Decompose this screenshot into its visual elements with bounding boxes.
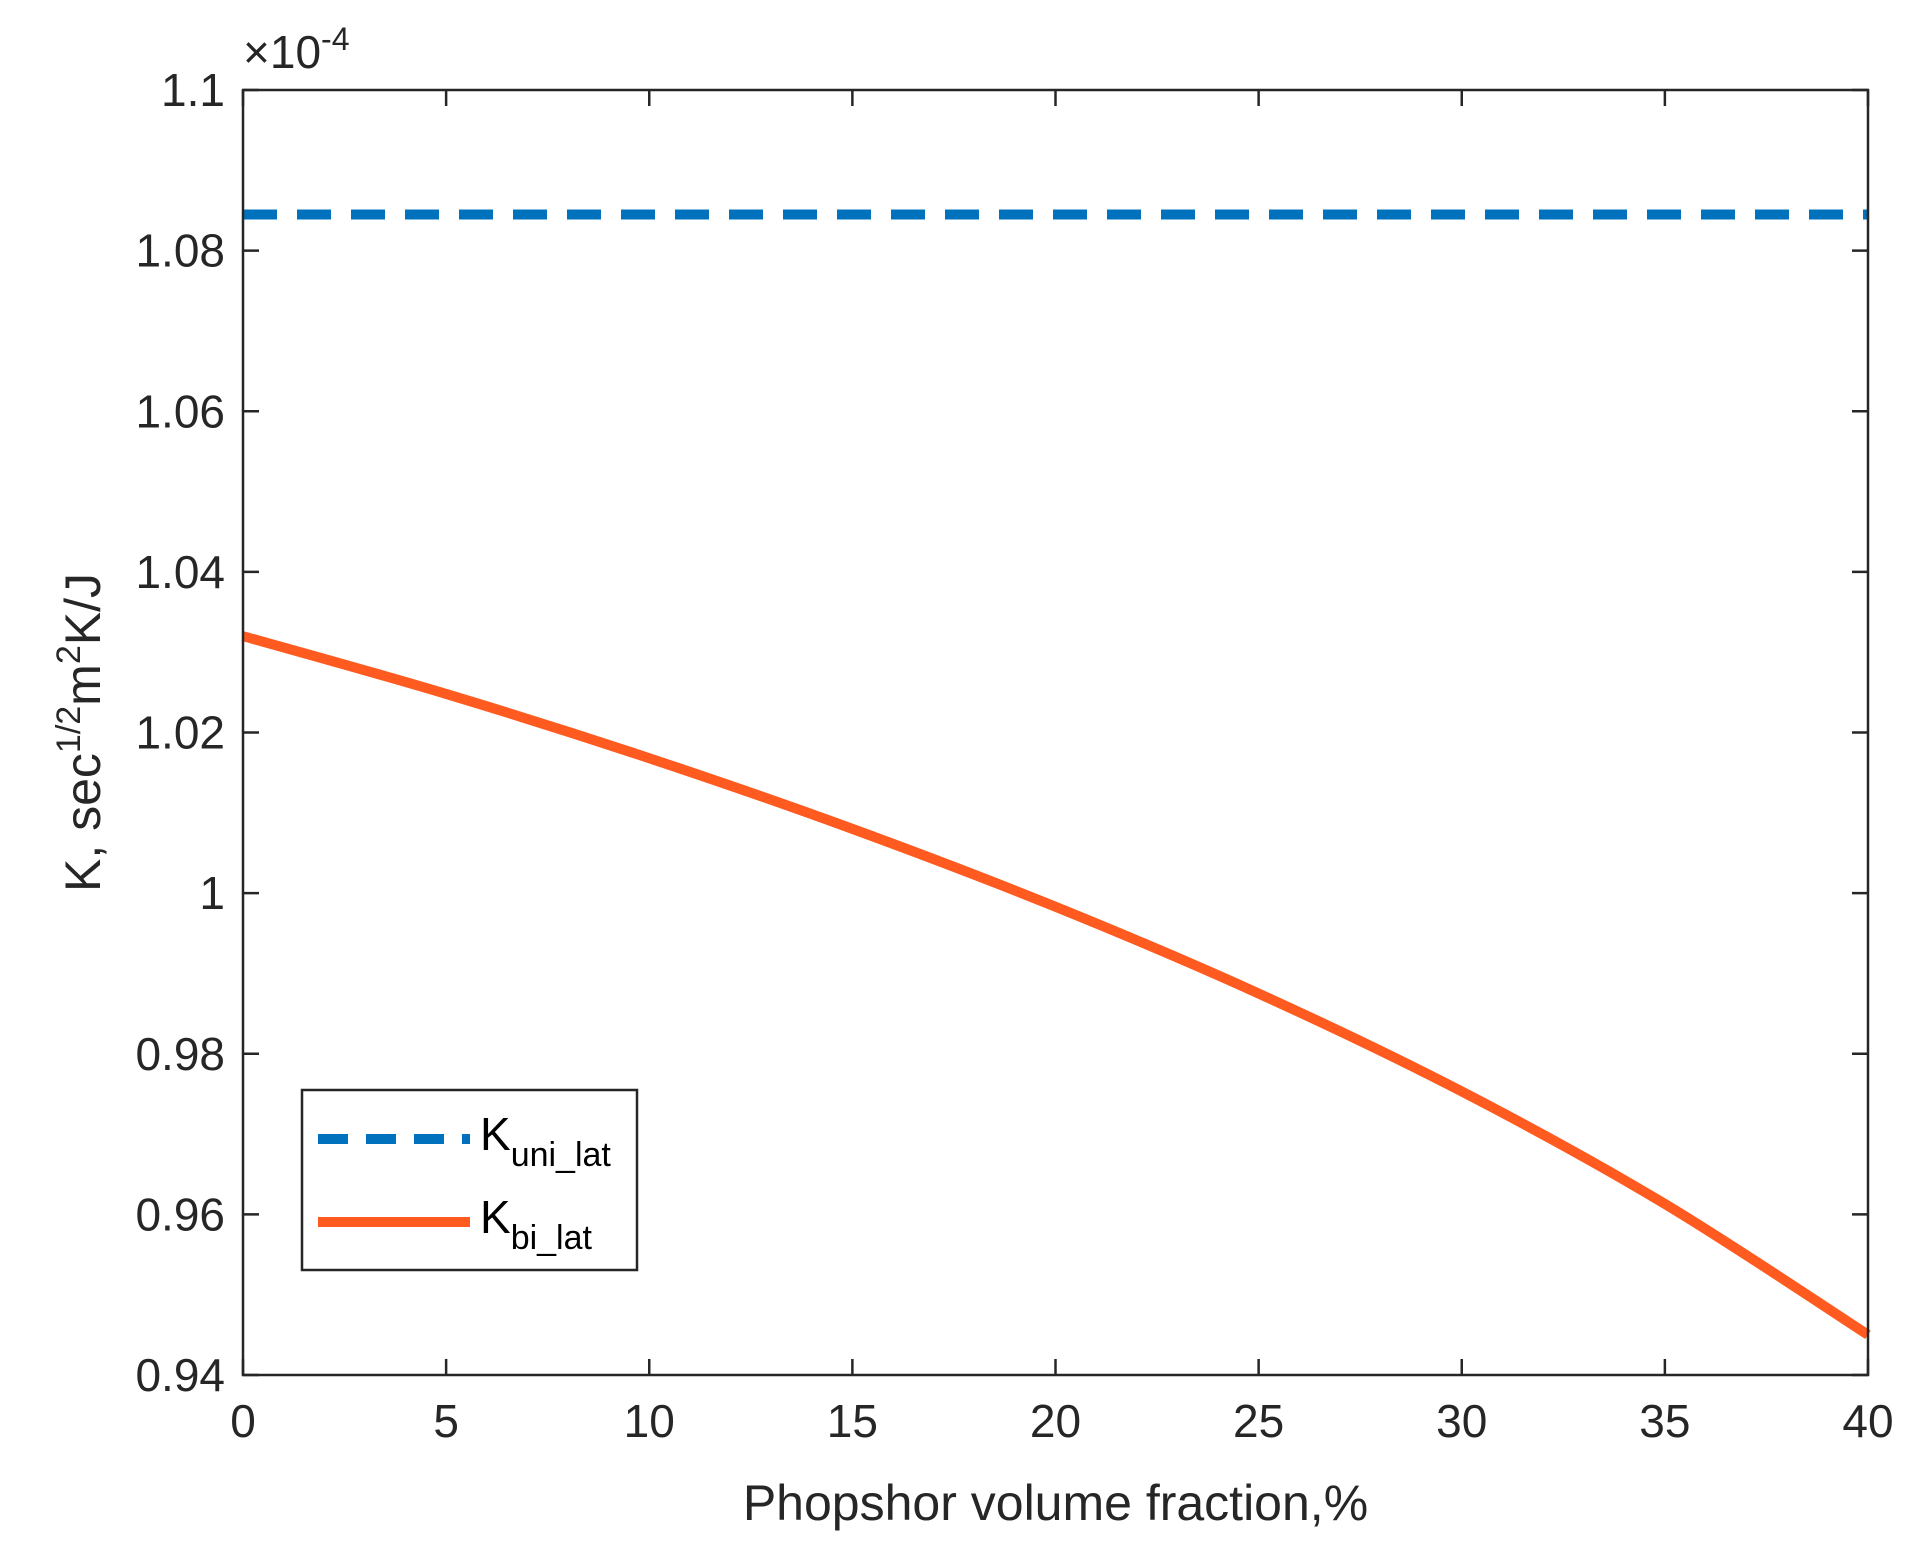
y-tick-label: 0.98 — [135, 1028, 225, 1080]
legend-label-bi-lat-main: K — [480, 1191, 511, 1243]
x-tick-label: 15 — [827, 1395, 878, 1447]
y-axis-ticks: 0.94 0.96 0.98 1 1.02 1.04 1.06 1.08 1.1 — [135, 64, 1868, 1401]
y-axis-label: K, sec1/2m2K/J — [50, 573, 111, 892]
series-layer — [241, 209, 1871, 1340]
y-tick-label: 1.06 — [135, 385, 225, 437]
legend-label-bi-lat: Kbi_lat — [480, 1191, 593, 1257]
y-axis-label-mid: m — [55, 664, 111, 706]
y-axis-exponent-prefix: ×10 — [243, 26, 321, 78]
y-axis-label-sup1: 1/2 — [50, 706, 88, 753]
legend: Kuni_lat Kbi_lat — [300, 1088, 639, 1272]
x-tick-label: 0 — [230, 1395, 256, 1447]
y-axis-label-base: K, sec — [55, 753, 111, 892]
x-tick-label: 30 — [1436, 1395, 1487, 1447]
x-tick-label: 10 — [624, 1395, 675, 1447]
legend-label-uni-lat: Kuni_lat — [480, 1108, 611, 1174]
x-axis-ticks: 0 5 10 15 20 25 30 35 40 — [230, 90, 1894, 1447]
x-tick-label: 25 — [1233, 1395, 1284, 1447]
y-axis-label-sup2: 2 — [50, 645, 88, 664]
x-tick-label: 20 — [1030, 1395, 1081, 1447]
y-tick-label: 0.96 — [135, 1188, 225, 1240]
legend-box — [300, 1088, 639, 1272]
y-tick-label: 1 — [199, 867, 225, 919]
x-tick-label: 40 — [1842, 1395, 1893, 1447]
x-tick-label: 5 — [433, 1395, 459, 1447]
y-axis-exponent-power: -4 — [321, 21, 349, 57]
y-axis-exponent-label: ×10-4 — [243, 21, 349, 78]
y-tick-label: 1.02 — [135, 707, 225, 759]
x-axis-label: Phopshor volume fraction,% — [743, 1475, 1368, 1531]
y-tick-label: 1.08 — [135, 225, 225, 277]
legend-label-bi-lat-sub: bi_lat — [511, 1219, 593, 1257]
y-axis-label-end: K/J — [55, 573, 111, 645]
legend-label-uni-lat-main: K — [480, 1108, 511, 1160]
x-tick-label: 35 — [1639, 1395, 1690, 1447]
y-tick-label: 1.1 — [161, 64, 225, 116]
y-tick-label: 0.94 — [135, 1349, 225, 1401]
legend-label-uni-lat-sub: uni_lat — [511, 1136, 612, 1174]
y-tick-label: 1.04 — [135, 546, 225, 598]
series-line-bi-lat — [241, 631, 1871, 1340]
